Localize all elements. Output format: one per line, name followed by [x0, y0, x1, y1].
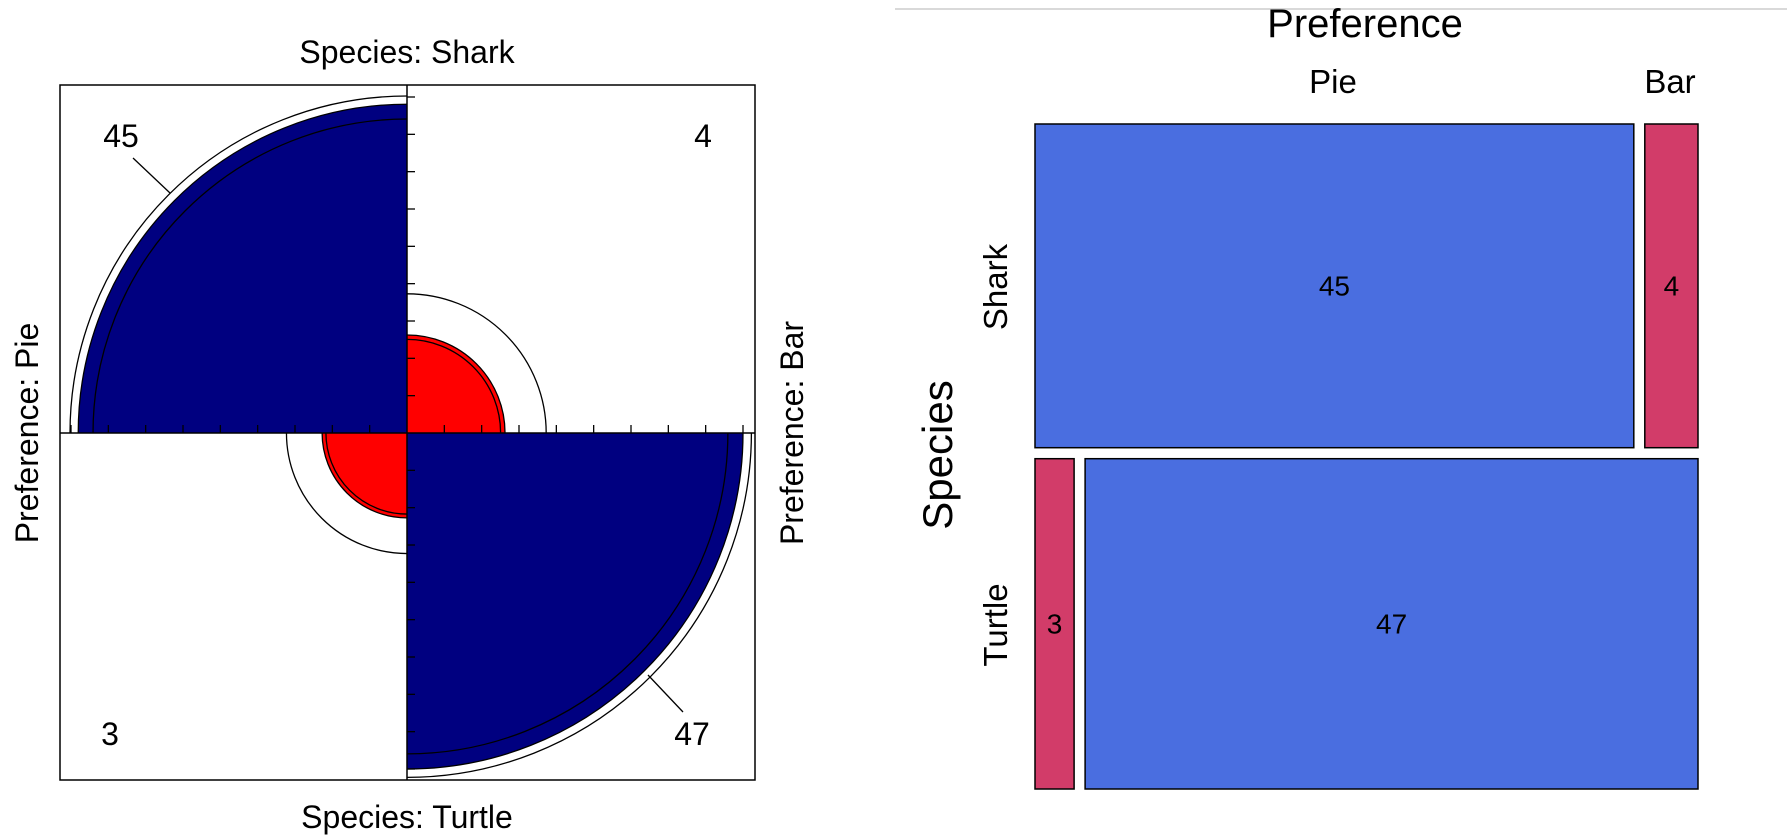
mosaic-col-label-pie: Pie — [1309, 63, 1357, 100]
mosaic-row-label-turtle: Turtle — [977, 583, 1014, 666]
fourfold-inner-band-shark-pie — [92, 118, 408, 434]
mosaic-count-turtle-bar: 3 — [1047, 608, 1063, 639]
fourfold-leader-shark-pie — [132, 157, 171, 194]
fourfold-edge-turtle-bar — [406, 432, 744, 770]
mosaic-count-shark-pie: 45 — [1319, 270, 1350, 301]
fourfold-count-shark-pie: 45 — [103, 118, 139, 154]
fourfold-leader-turtle-bar — [647, 674, 684, 713]
mosaic-row-label-shark: Shark — [977, 243, 1014, 330]
fourfold-count-shark-bar: 4 — [694, 118, 712, 154]
fourfold-left-label: Preference: Pie — [9, 323, 45, 544]
fourfold-edge-shark-bar — [406, 334, 506, 434]
fourfold-sector-turtle-bar — [407, 433, 743, 769]
fourfold-frame — [59, 84, 756, 781]
fourfold-edge-shark-pie — [77, 103, 408, 434]
fourfold-label-leaders — [132, 157, 684, 713]
mosaic-ylabel: Species — [914, 380, 961, 529]
fourfold-outer-band-turtle-pie — [285, 432, 408, 555]
fourfold-inner-band-turtle-bar — [406, 432, 729, 755]
fourfold-edge-turtle-pie — [321, 432, 408, 519]
fourfold-top-label: Species: Shark — [299, 34, 515, 70]
mosaic-count-turtle-pie: 47 — [1376, 608, 1407, 639]
fourfold-axis-ticks — [70, 96, 744, 770]
fourfold-outer-band-shark-pie — [69, 95, 408, 434]
fourfold-count-turtle-pie: 3 — [101, 716, 119, 752]
mosaic-count-shark-bar: 4 — [1664, 270, 1680, 301]
fourfold-count-turtle-bar: 47 — [674, 716, 710, 752]
fourfold-inner-band-turtle-pie — [325, 432, 408, 515]
fourfold-plot: Species: Shark Species: Turtle Preferenc… — [9, 34, 810, 835]
mosaic-cell-shark-bar — [1644, 123, 1699, 449]
fourfold-outer-band-shark-bar — [406, 293, 547, 434]
mosaic-cell-turtle-bar — [1034, 457, 1075, 790]
fourfold-inner-band-shark-bar — [406, 338, 502, 434]
mosaic-title: Preference — [1267, 2, 1463, 46]
fourfold-outer-band-turtle-bar — [406, 432, 753, 779]
mosaic-cell-turtle-pie — [1084, 457, 1699, 790]
fourfold-quarter-circles — [69, 95, 753, 779]
mosaic-col-label-bar: Bar — [1644, 63, 1695, 100]
fourfold-sector-shark-pie — [78, 104, 407, 433]
mosaic-cell-shark-pie — [1034, 123, 1635, 449]
top-divider — [895, 8, 1787, 10]
fourfold-right-label: Preference: Bar — [774, 321, 810, 545]
mosaic-plot: Preference Pie Bar Species Shark Turtle … — [914, 2, 1699, 790]
fourfold-sector-turtle-pie — [322, 433, 407, 518]
fourfold-bottom-label: Species: Turtle — [301, 799, 513, 835]
fourfold-sector-shark-bar — [407, 334, 506, 433]
